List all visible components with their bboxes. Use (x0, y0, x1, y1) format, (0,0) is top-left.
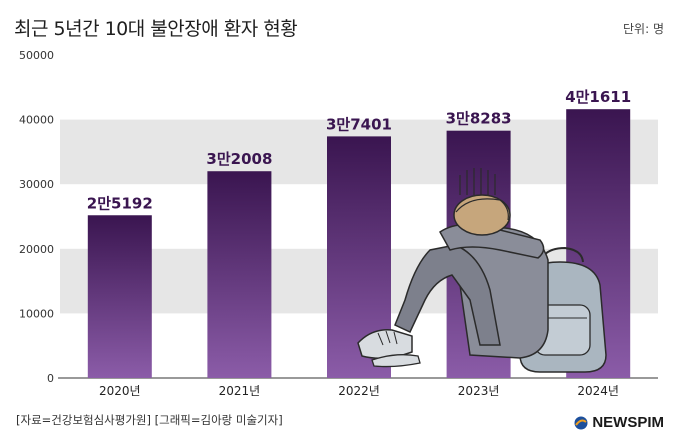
source-credit: [자료=건강보험심사평가원] [그래픽=김아랑 미술기자] (16, 413, 283, 427)
y-tick-label: 30000 (19, 178, 54, 191)
unit-label: 단위: 명 (623, 22, 664, 36)
x-tick-label: 2023년 (458, 384, 500, 398)
x-tick-label: 2021년 (219, 384, 261, 398)
newspim-logo: NEWSPIM (574, 414, 664, 431)
data-label: 2만5192 (87, 194, 153, 212)
x-tick-label: 2024년 (577, 384, 619, 398)
y-tick-label: 50000 (19, 49, 54, 62)
x-tick-label: 2020년 (99, 384, 141, 398)
y-tick-label: 20000 (19, 243, 54, 256)
bar (87, 215, 152, 378)
anxious-teen-illustration (357, 168, 607, 373)
data-label: 3만7401 (326, 115, 392, 133)
data-label: 4만1611 (565, 88, 631, 106)
bar (207, 171, 272, 378)
y-tick-label: 40000 (19, 114, 54, 127)
chart-title: 최근 5년간 10대 불안장애 환자 현황 (14, 18, 298, 40)
newspim-logo-icon (574, 416, 588, 429)
data-label: 3만2008 (206, 150, 272, 168)
brand-name: NEWSPIM (592, 414, 664, 431)
y-tick-label: 10000 (19, 307, 54, 320)
x-tick-label: 2022년 (338, 384, 380, 398)
y-tick-label: 0 (47, 372, 54, 385)
data-label: 3만8283 (446, 110, 512, 128)
